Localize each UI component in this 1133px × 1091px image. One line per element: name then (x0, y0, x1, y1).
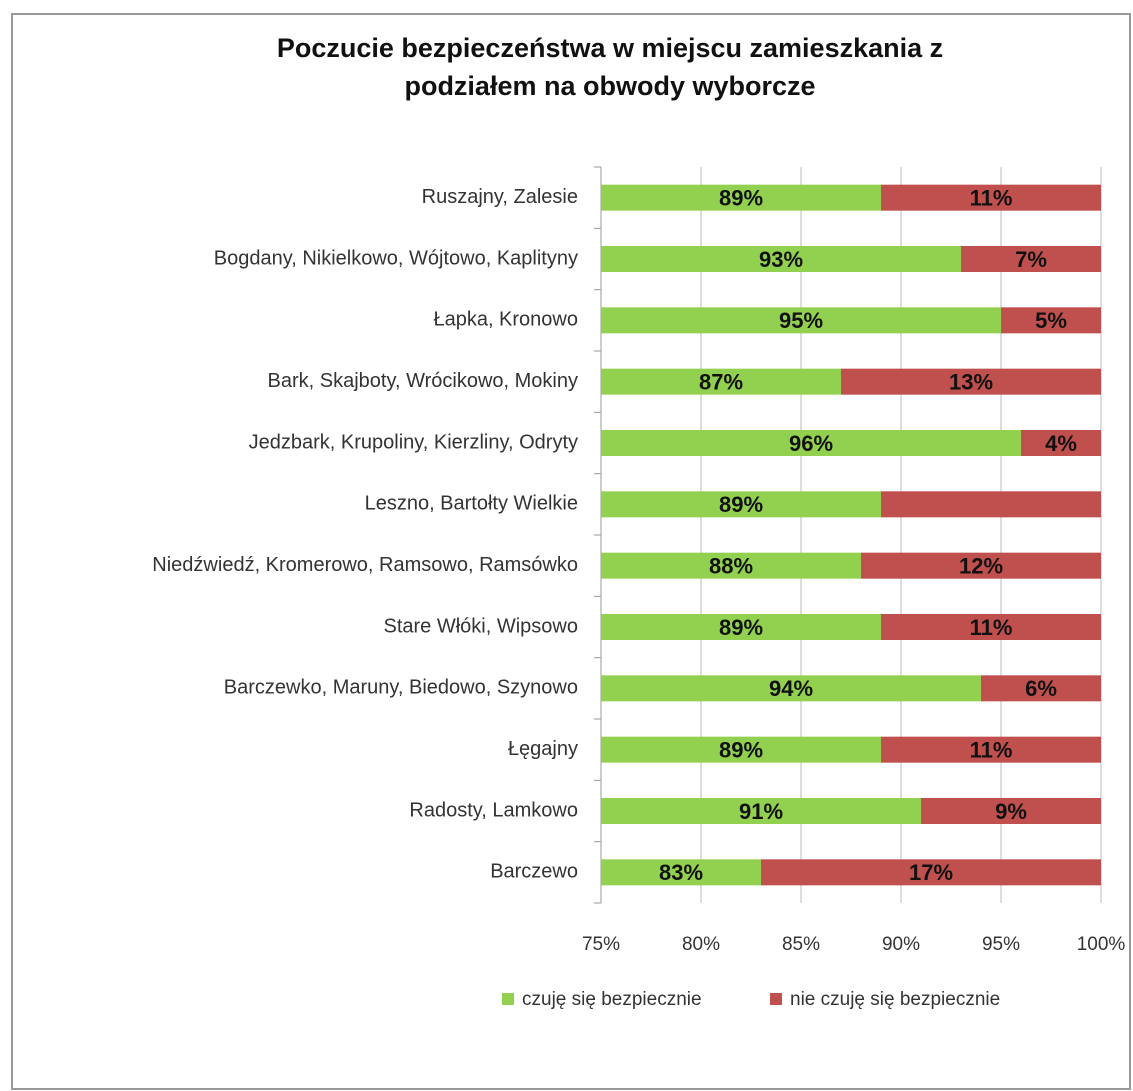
data-label: 13% (949, 369, 993, 394)
bar-segment (601, 736, 881, 763)
y-tick-label: Łapka, Kronowo (433, 309, 578, 331)
y-tick-label: Ruszajny, Zalesie (422, 186, 578, 208)
chart-border (11, 13, 1131, 1090)
data-label: 89% (719, 492, 763, 517)
y-tick-label: Łęgajny (508, 738, 578, 760)
bar-segment (601, 491, 881, 518)
bar-segment (601, 798, 921, 824)
data-label: 91% (739, 799, 783, 824)
bar-segment (881, 184, 1101, 211)
bar-segment (601, 614, 881, 640)
data-label: 11% (970, 185, 1013, 210)
data-label: 5% (1035, 308, 1067, 333)
data-label: 89% (719, 185, 763, 210)
bar-segment (1021, 430, 1101, 456)
bar-segment (841, 368, 1101, 395)
bar-segment (881, 491, 1101, 518)
data-label: 89% (719, 615, 763, 640)
chart-title: Poczucie bezpieczeństwa w miejscu zamies… (277, 33, 943, 63)
data-label: 6% (1025, 676, 1057, 701)
y-tick-label: Bark, Skajboty, Wrócikowo, Mokiny (268, 370, 578, 392)
chart-title: podziałem na obwody wyborcze (404, 71, 815, 101)
y-tick-label: Radosty, Lamkowo (409, 799, 578, 821)
bar-segment (961, 246, 1101, 272)
x-tick-label: 80% (682, 934, 720, 955)
legend-swatch (502, 993, 514, 1005)
data-label: 95% (779, 308, 823, 333)
legend-swatch (770, 993, 782, 1005)
bar-segment (601, 430, 1021, 456)
y-tick-label: Jedzbark, Krupoliny, Kierzliny, Odryty (249, 431, 578, 453)
data-label: 96% (789, 431, 833, 456)
bar-segment (601, 552, 861, 579)
y-tick-label: Barczewko, Maruny, Biedowo, Szynowo (224, 677, 578, 699)
bar-segment (601, 675, 981, 702)
data-label: 11% (970, 615, 1013, 640)
bar-segment (881, 614, 1101, 640)
data-label: 93% (759, 247, 803, 272)
bar-segment (981, 675, 1101, 702)
bar-segment (601, 184, 881, 211)
bar-segment (861, 552, 1101, 579)
bar-segment (601, 368, 841, 395)
x-tick-label: 90% (882, 934, 920, 955)
data-label: 88% (709, 553, 753, 578)
legend-label: nie czuję się bezpiecznie (790, 989, 1000, 1010)
x-tick-label: 100% (1077, 934, 1126, 955)
data-label: 87% (699, 369, 743, 394)
bar-segment (601, 307, 1001, 334)
x-tick-label: 95% (982, 934, 1020, 955)
data-label: 4% (1045, 431, 1077, 456)
data-label: 83% (659, 860, 703, 885)
data-label: 17% (909, 860, 953, 885)
data-label: 9% (995, 799, 1027, 824)
x-tick-label: 85% (782, 934, 820, 955)
data-label: 7% (1015, 247, 1047, 272)
bar-segment (921, 798, 1101, 824)
data-label: 11% (970, 737, 1013, 762)
y-tick-label: Stare Włóki, Wipsowo (384, 615, 579, 637)
data-label: 12% (959, 553, 1003, 578)
bar-segment (601, 859, 761, 886)
bar-segment (761, 859, 1101, 886)
bar-segment (881, 736, 1101, 763)
legend-label: czuję się bezpiecznie (522, 989, 702, 1010)
bar-segment (1001, 307, 1101, 334)
data-label: 89% (719, 737, 763, 762)
y-tick-label: Niedźwiedź, Kromerowo, Ramsowo, Ramsówko (152, 554, 578, 576)
x-tick-label: 75% (582, 934, 620, 955)
data-label: 94% (769, 676, 813, 701)
y-tick-label: Barczewo (490, 861, 578, 883)
y-tick-label: Leszno, Bartołty Wielkie (365, 493, 578, 515)
y-tick-label: Bogdany, Nikielkowo, Wójtowo, Kaplityny (214, 247, 578, 269)
bar-segment (601, 246, 961, 272)
